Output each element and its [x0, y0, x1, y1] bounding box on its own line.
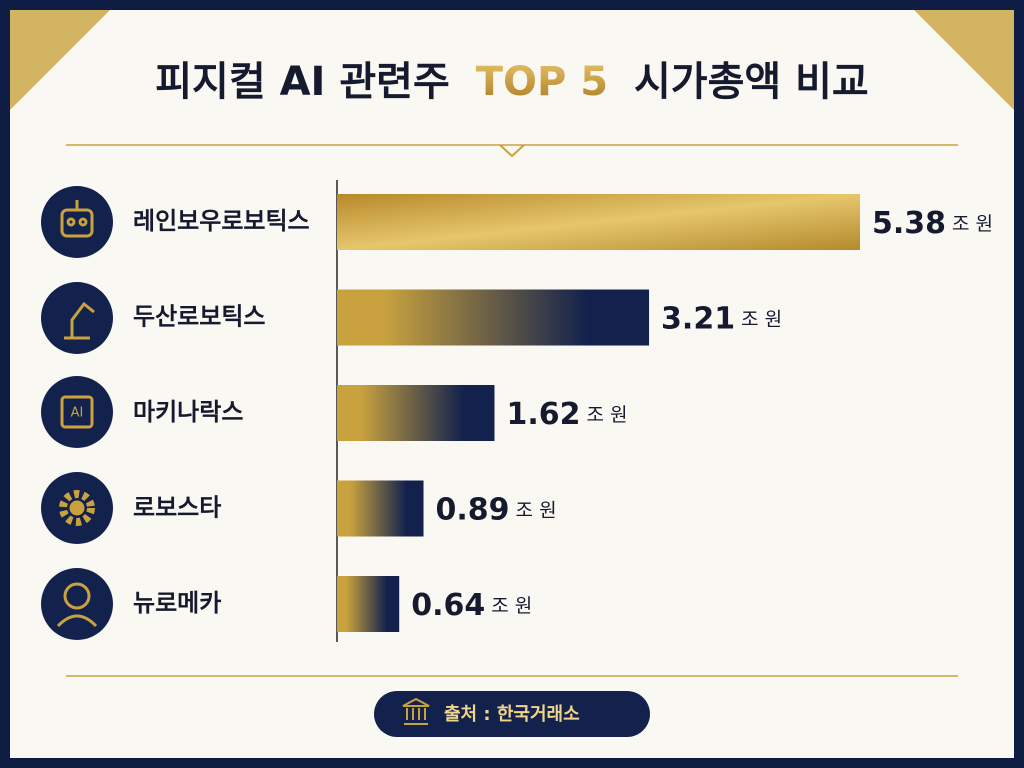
- value-number: 0.89: [436, 492, 510, 527]
- bar: [337, 194, 860, 250]
- value-unit: 조 원: [741, 308, 782, 330]
- value-label: 1.62 조 원: [506, 397, 627, 432]
- value-label: 3.21 조 원: [661, 301, 782, 336]
- value-number: 5.38: [872, 206, 946, 241]
- value-label: 0.64 조 원: [411, 588, 532, 623]
- chart-title: 피지컬 AI 관련주 TOP 5 시가총액 비교: [155, 59, 868, 105]
- bar: [337, 576, 400, 632]
- source: 출처 : 한국거래소: [444, 704, 580, 725]
- panel: [10, 10, 1014, 758]
- value-number: 1.62: [506, 397, 580, 432]
- corner: [914, 10, 1014, 110]
- value-unit: 조 원: [952, 213, 993, 235]
- value-unit: 조 원: [491, 595, 532, 617]
- title-highlight: TOP 5: [476, 59, 608, 105]
- value-number: 3.21: [661, 301, 735, 336]
- value-unit: 조 원: [516, 499, 557, 521]
- source-icon: [402, 697, 430, 725]
- title-part: 시가총액 비교: [634, 59, 869, 105]
- category-label: 두산로보틱스: [133, 303, 265, 331]
- source-pill: [374, 691, 650, 737]
- bar: [337, 480, 424, 537]
- bar: [337, 385, 495, 441]
- svg-text:AI: AI: [71, 406, 84, 421]
- value-label: 5.38 조 원: [872, 206, 993, 241]
- value-label: 0.89 조 원: [436, 492, 557, 527]
- divider-ornament: [499, 144, 525, 158]
- category-label: 뉴로메카: [133, 589, 221, 617]
- value-number: 0.64: [411, 588, 485, 623]
- category-label: 레인보우로보틱스: [133, 207, 310, 235]
- category-label: 마키나락스: [133, 398, 243, 426]
- corner: [10, 10, 110, 110]
- bar: [337, 289, 650, 346]
- icons: AI: [41, 186, 113, 640]
- category-label: 로보스타: [133, 494, 221, 522]
- value-unit: 조 원: [587, 404, 628, 426]
- title-part: 피지컬 AI 관련주: [155, 59, 450, 105]
